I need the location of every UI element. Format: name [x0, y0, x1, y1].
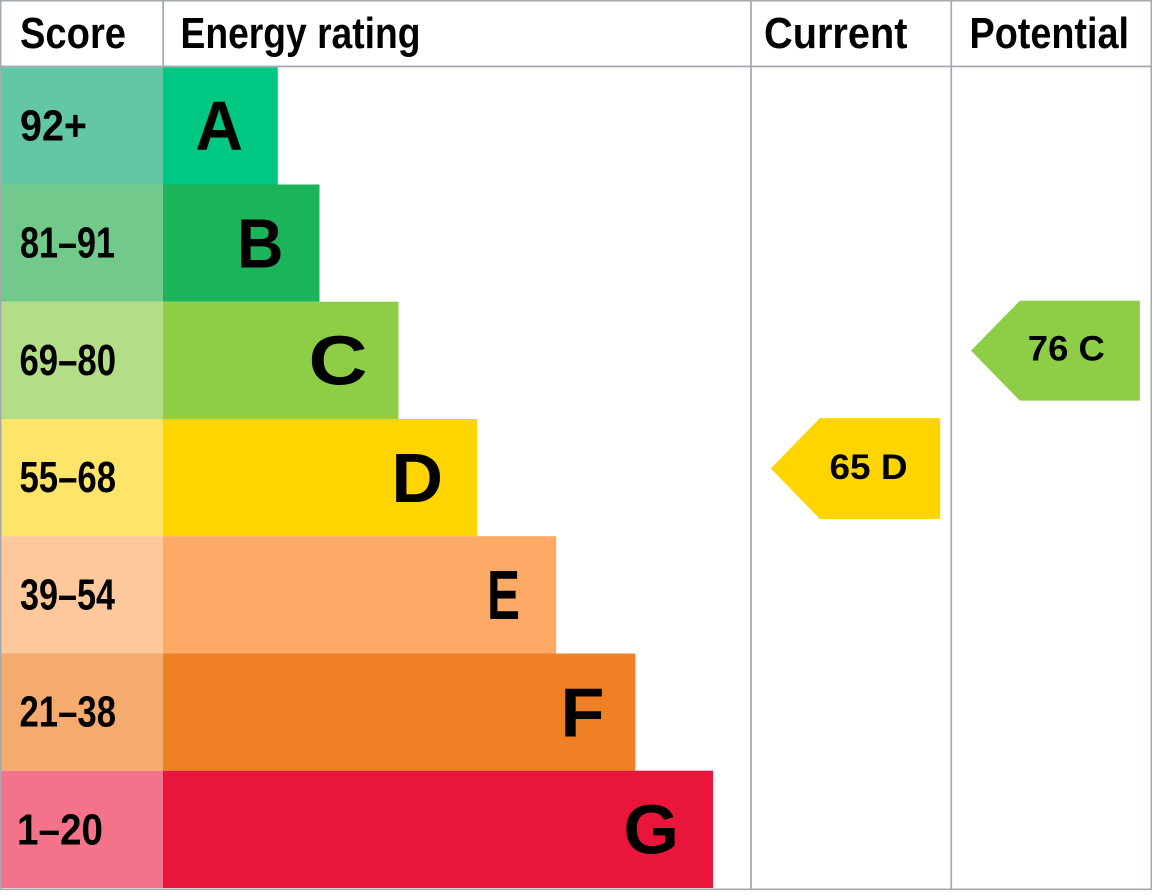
- svg-text:Current: Current: [764, 10, 908, 58]
- svg-text:1–20: 1–20: [17, 806, 103, 854]
- svg-text:A: A: [195, 87, 243, 165]
- svg-text:F: F: [561, 673, 605, 751]
- svg-text:81–91: 81–91: [20, 220, 115, 268]
- svg-text:E: E: [487, 556, 520, 634]
- svg-text:76 C: 76 C: [1028, 330, 1105, 369]
- svg-text:D: D: [391, 439, 443, 517]
- svg-text:65 D: 65 D: [830, 448, 908, 487]
- svg-text:21–38: 21–38: [20, 689, 117, 737]
- svg-text:Energy rating: Energy rating: [181, 10, 421, 58]
- svg-text:Score: Score: [20, 10, 126, 58]
- svg-text:69–80: 69–80: [20, 337, 117, 385]
- svg-text:55–68: 55–68: [20, 454, 117, 502]
- svg-text:G: G: [624, 791, 680, 869]
- svg-text:Potential: Potential: [970, 10, 1130, 58]
- svg-text:B: B: [237, 204, 284, 282]
- svg-text:39–54: 39–54: [20, 571, 115, 619]
- svg-text:C: C: [309, 322, 368, 400]
- svg-text:92+: 92+: [20, 102, 87, 150]
